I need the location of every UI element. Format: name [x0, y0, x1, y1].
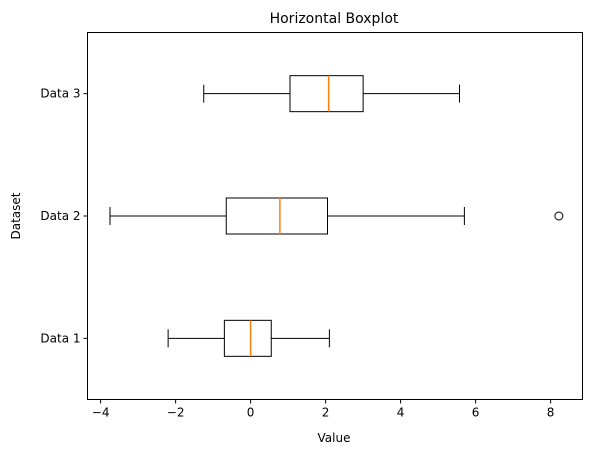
x-tick-label: 6	[472, 406, 480, 420]
box-group	[109, 197, 564, 235]
box	[289, 75, 364, 113]
x-axis-ticks: −4 −2 0 2 4 6 8	[92, 399, 555, 420]
x-tick-label: −2	[167, 406, 185, 420]
plot-frame	[87, 32, 583, 400]
y-tick-label: Data 2	[40, 209, 80, 223]
y-axis-label: Dataset	[9, 192, 23, 239]
x-tick-label: −4	[92, 406, 110, 420]
plot-marks	[109, 75, 564, 357]
box-group	[167, 319, 330, 357]
box	[223, 319, 272, 357]
chart-title: Horizontal Boxplot	[270, 11, 399, 27]
y-tick-label: Data 3	[40, 87, 80, 101]
box	[225, 197, 328, 235]
box-group	[203, 75, 460, 113]
x-tick-label: 8	[547, 406, 555, 420]
x-tick-label: 0	[247, 406, 255, 420]
x-tick-label: 4	[397, 406, 405, 420]
x-axis-label: Value	[318, 431, 351, 445]
x-tick-label: 2	[322, 406, 330, 420]
outlier-point	[554, 211, 564, 221]
y-axis-ticks: Data 1 Data 2 Data 3	[40, 87, 88, 345]
y-tick-label: Data 1	[40, 331, 80, 345]
